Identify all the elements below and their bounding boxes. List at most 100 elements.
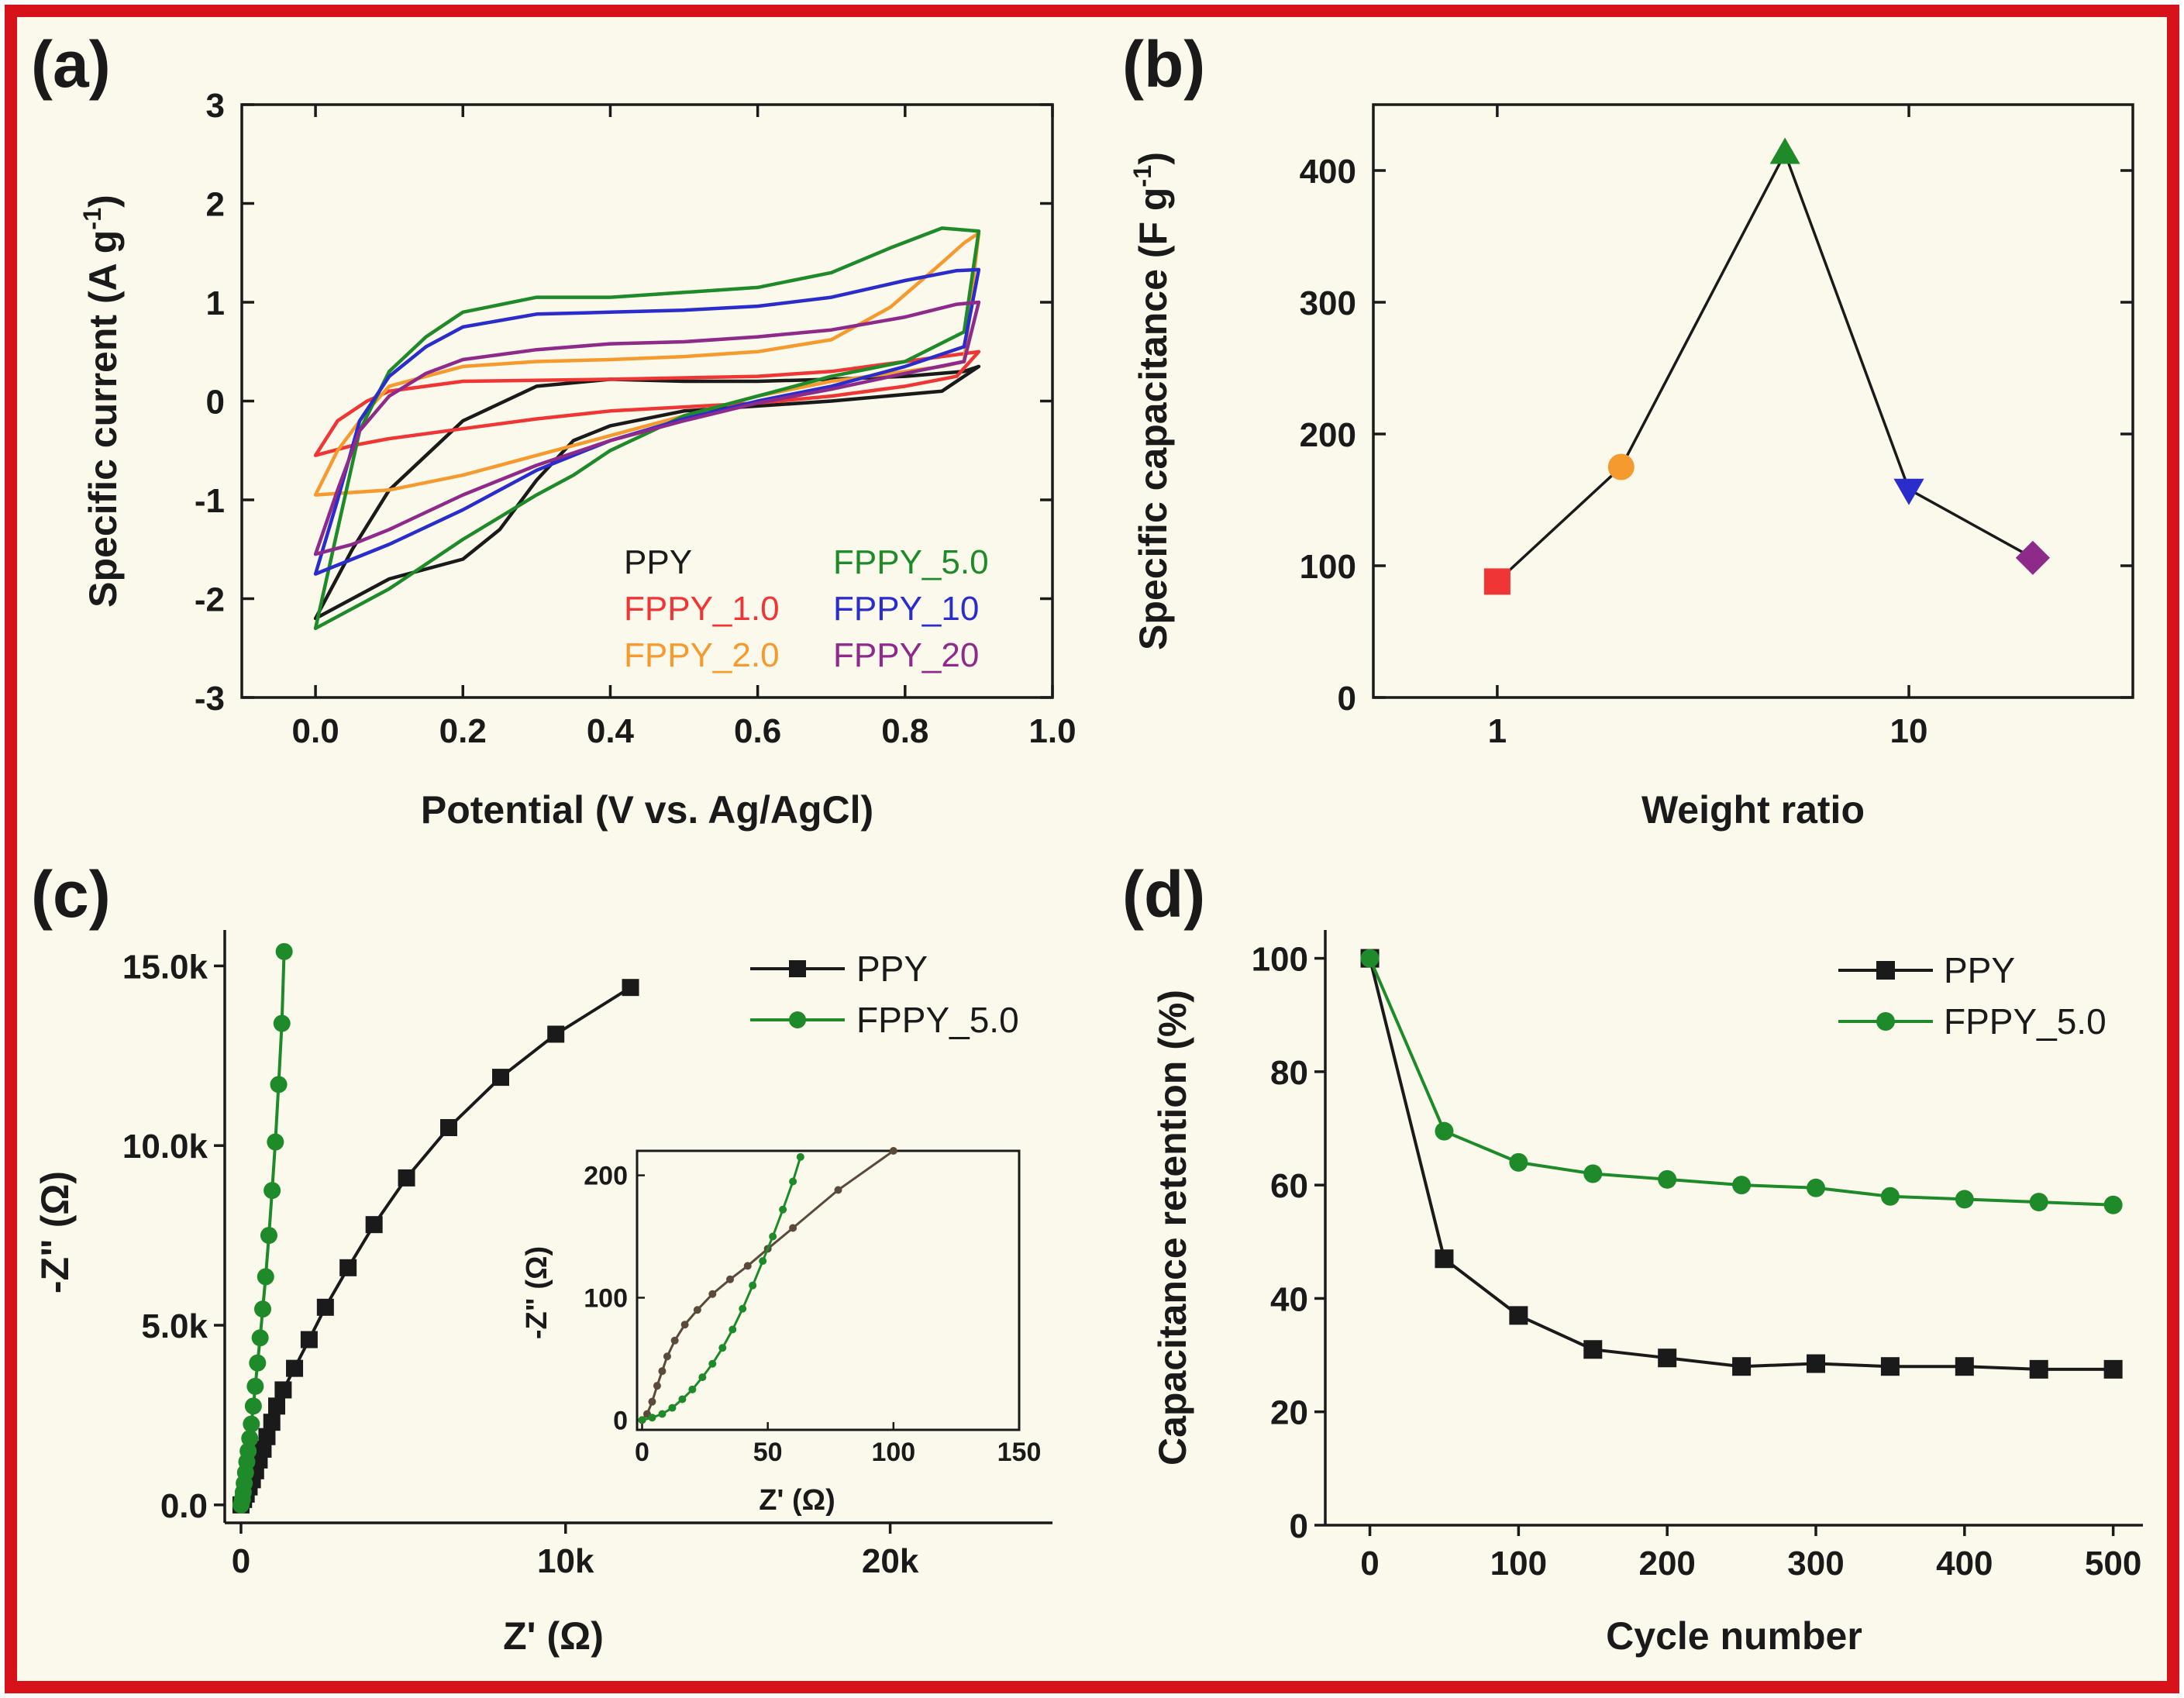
inset-point-PPY <box>834 1186 842 1194</box>
inset-point-PPY <box>670 1336 679 1345</box>
inset-y-axis-label: -Z" (Ω) <box>521 1246 553 1339</box>
inset-point-FPPY_5.0 <box>688 1385 697 1393</box>
data-point-square <box>1483 568 1511 595</box>
y-tick-label: 20 <box>1270 1394 1308 1432</box>
y-tick-label: 0 <box>1338 680 1356 718</box>
retention-point-FPPY_5.0 <box>1807 1178 1825 1197</box>
x-tick-label: 0.4 <box>587 712 635 750</box>
legend-marker-FPPY_5.0 <box>789 1011 806 1028</box>
retention-point-PPY <box>1509 1306 1528 1325</box>
retention-point-FPPY_5.0 <box>1435 1121 1454 1141</box>
legend-entry-PPY: PPY <box>1944 950 2015 990</box>
inset-point-FPPY_5.0 <box>729 1325 737 1334</box>
inset-point-FPPY_5.0 <box>658 1410 667 1418</box>
y-tick-label: -2 <box>195 580 225 618</box>
nyquist-point-FPPY_5.0 <box>264 1182 281 1200</box>
inset-point-PPY <box>663 1352 671 1361</box>
inset-point-PPY <box>653 1382 661 1390</box>
y-axis-label-main: Specific capacitance (F g <box>1132 188 1175 650</box>
y-tick-label: 100 <box>1300 548 1356 586</box>
y-axis-label-end: ) <box>81 195 125 208</box>
inset-line-PPY <box>641 1149 894 1421</box>
inset-point-PPY <box>889 1147 897 1155</box>
cv-curve-FPPY_20 <box>313 300 981 556</box>
y-tick-label: 1 <box>206 284 225 322</box>
y-tick-label: 0 <box>1290 1507 1308 1545</box>
y-axis-label: -Z" (Ω) <box>33 1171 77 1293</box>
inset-point-FPPY_5.0 <box>698 1373 707 1382</box>
nyquist-point-PPY <box>258 1428 276 1445</box>
y-tick-label: 15.0k <box>122 948 208 986</box>
retention-point-FPPY_5.0 <box>1583 1164 1603 1183</box>
nyquist-point-FPPY_5.0 <box>249 1354 267 1372</box>
retention-point-PPY <box>1583 1340 1603 1359</box>
x-tick-label: 0.6 <box>734 712 781 750</box>
x-tick-label: 200 <box>1638 1545 1695 1583</box>
legend-entry-FPPY_1.0: FPPY_1.0 <box>624 590 780 628</box>
inset-x-tick-label: 50 <box>753 1438 783 1467</box>
inset-point-FPPY_5.0 <box>648 1414 656 1422</box>
panel-c: (c) 0 10k 20k 0.0 5.0k 10.0k 15.0k Z' (Ω) -Z" (Ω)… <box>31 858 1052 1658</box>
x-tick-label: 1.0 <box>1028 712 1076 750</box>
y-tick-label: -1 <box>195 482 225 520</box>
y-tick-label: 200 <box>1300 416 1356 454</box>
y-axis-label-superscript: -1 <box>1128 165 1156 188</box>
nyquist-point-PPY <box>263 1414 281 1431</box>
x-axis-label: Cycle number <box>1606 1614 1862 1658</box>
nyquist-point-FPPY_5.0 <box>241 1430 259 1448</box>
panel-label-d: (d) <box>1122 858 1205 931</box>
inset-y-tick-label: 100 <box>584 1283 628 1313</box>
inset-point-FPPY_5.0 <box>769 1232 777 1241</box>
y-tick-label: 40 <box>1270 1280 1308 1318</box>
y-axis-label-end: ) <box>1132 152 1175 165</box>
retention-point-FPPY_5.0 <box>1955 1190 1974 1209</box>
y-tick-label: 10.0k <box>122 1128 208 1166</box>
y-axis-label-main: Specific current (A g <box>81 230 125 608</box>
retention-point-PPY <box>1807 1354 1825 1373</box>
nyquist-point-PPY <box>286 1359 304 1377</box>
retention-point-PPY <box>1435 1249 1454 1269</box>
legend-entry-PPY: PPY <box>624 543 692 581</box>
retention-point-FPPY_5.0 <box>1360 949 1380 968</box>
y-axis-label: Capacitance retention (%) <box>1151 990 1194 1466</box>
nyquist-point-PPY <box>622 979 639 997</box>
retention-point-FPPY_5.0 <box>2029 1193 2048 1212</box>
x-tick-label: 0 <box>1360 1545 1379 1583</box>
legend-marker-PPY <box>1876 961 1895 980</box>
panel-d: (d) 0 100 200 300 400 500 0 20 40 60 80 100 Cycle num… <box>1122 858 2143 1658</box>
legend-entry-FPPY_5.0: FPPY_5.0 <box>1944 1001 2106 1042</box>
cv-curve-FPPY_5.0 <box>313 226 981 631</box>
retention-point-FPPY_5.0 <box>1880 1187 1900 1206</box>
inset-point-FPPY_5.0 <box>779 1205 787 1214</box>
inset-point-PPY <box>658 1367 667 1376</box>
y-tick-label: 0 <box>206 383 225 421</box>
nyquist-point-PPY <box>547 1025 565 1043</box>
y-tick-label: -3 <box>195 680 225 718</box>
y-axis-label-superscript: -1 <box>78 208 106 230</box>
inset-x-tick-label: 100 <box>871 1438 915 1467</box>
x-tick-label: 0.8 <box>881 712 928 750</box>
nyquist-point-FPPY_5.0 <box>260 1227 277 1245</box>
inset-point-FPPY_5.0 <box>638 1416 646 1424</box>
y-tick-label: 100 <box>1252 941 1308 979</box>
x-tick-label: 1 <box>1488 712 1507 750</box>
legend-entry-FPPY_20: FPPY_20 <box>833 636 979 674</box>
plot-frame <box>1372 103 2134 699</box>
x-tick-label: 0.2 <box>439 712 487 750</box>
nyquist-point-PPY <box>268 1397 286 1415</box>
retention-point-FPPY_5.0 <box>1732 1176 1752 1195</box>
legend-entry-FPPY_5.0: FPPY_5.0 <box>856 1000 1019 1040</box>
y-tick-label: 300 <box>1300 284 1356 322</box>
y-axis-label: Specific current (A g-1) <box>78 195 125 608</box>
nyquist-point-FPPY_5.0 <box>257 1268 274 1286</box>
y-tick-label: 400 <box>1300 153 1356 191</box>
nyquist-point-FPPY_5.0 <box>246 1377 264 1395</box>
x-tick-label: 10k <box>537 1542 594 1580</box>
nyquist-point-PPY <box>492 1069 509 1087</box>
nyquist-point-FPPY_5.0 <box>267 1133 284 1151</box>
inset-point-PPY <box>648 1397 656 1406</box>
cv-curve-PPY <box>313 364 981 621</box>
retention-point-PPY <box>1658 1348 1677 1368</box>
inset-point-FPPY_5.0 <box>678 1395 687 1404</box>
